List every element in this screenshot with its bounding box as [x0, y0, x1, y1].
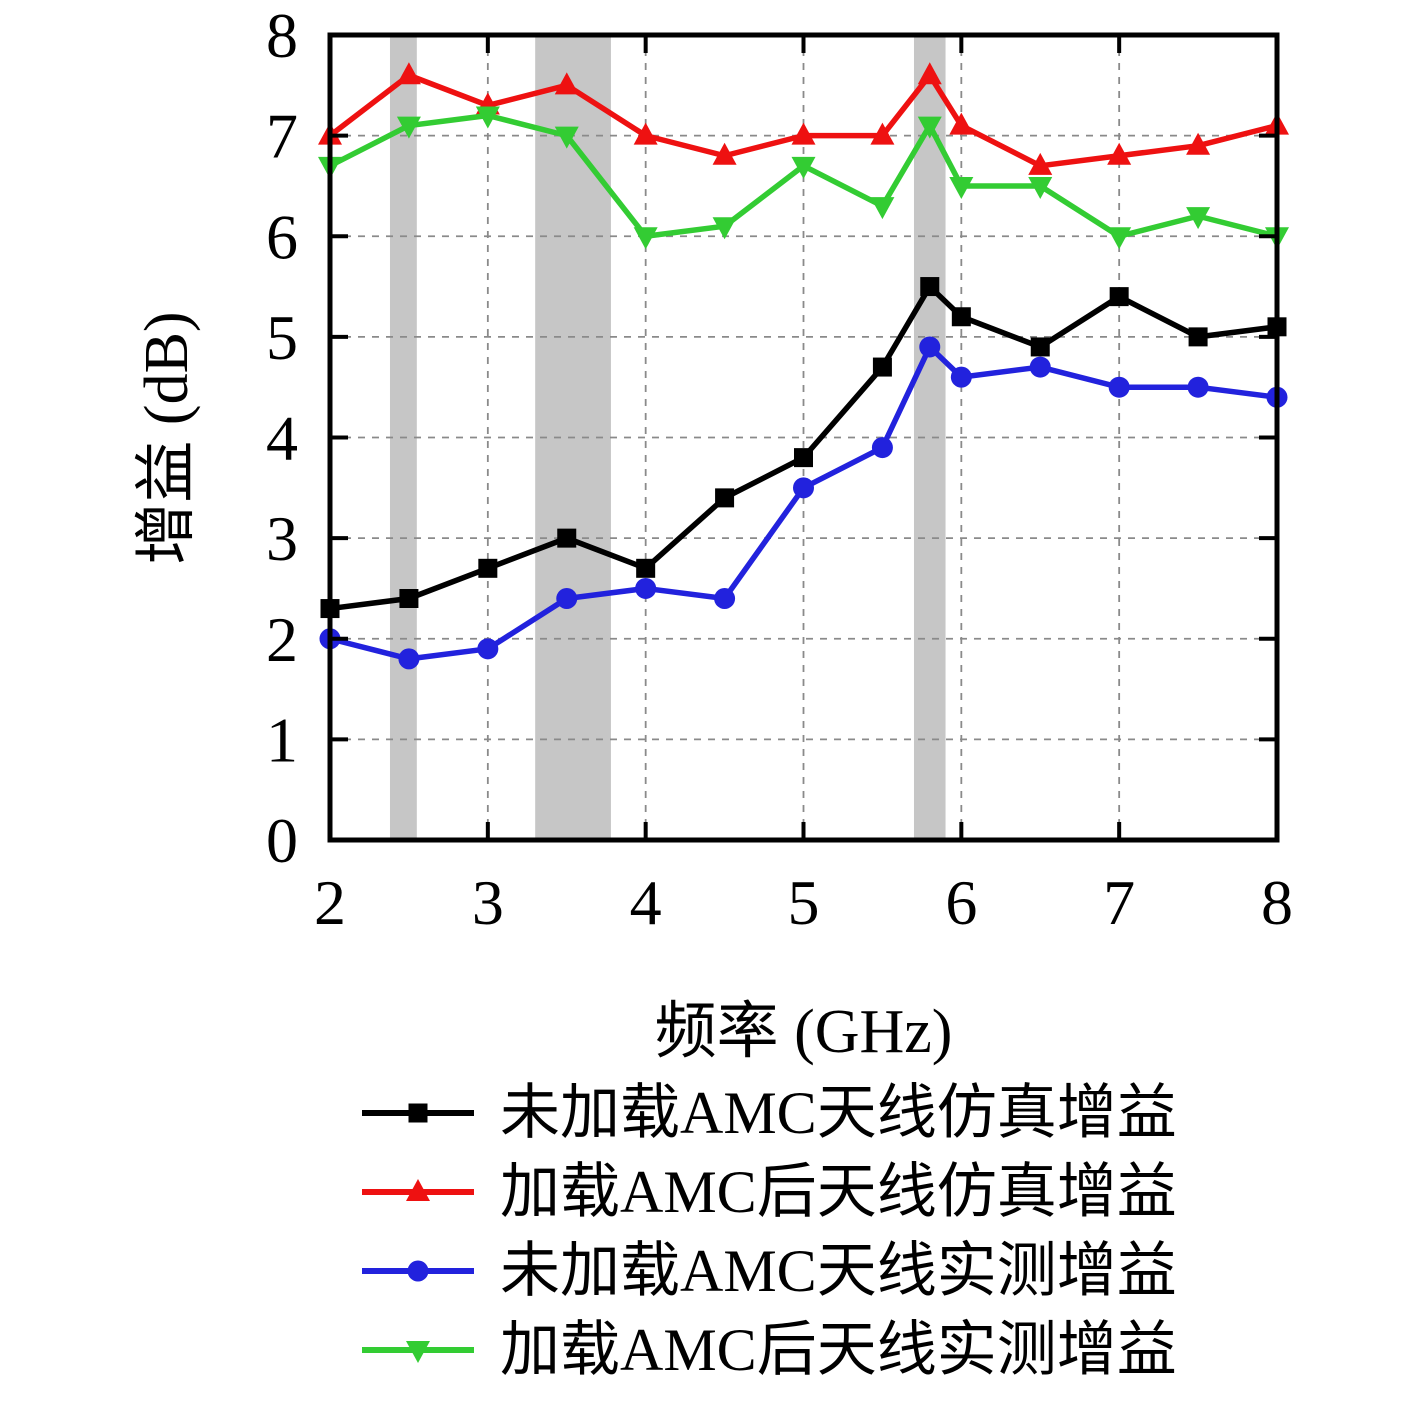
svg-text:4: 4	[630, 867, 662, 938]
x-axis-label: 频率 (GHz)	[654, 998, 953, 1066]
legend-label: 加载AMC后天线实测增益	[500, 1317, 1177, 1383]
legend-marker-red-triangle-up-icon	[362, 1179, 474, 1201]
svg-text:3: 3	[266, 503, 298, 574]
legend-label: 未加载AMC天线实测增益	[500, 1238, 1177, 1304]
svg-text:8: 8	[1261, 867, 1293, 938]
chart-legend: 未加载AMC天线仿真增益 加载AMC后天线仿真增益 未加载AMC天线实测增益 加…	[358, 1082, 1177, 1381]
chart-plot-area: 2 3 4 5 6 7 8 0 1 2 3 4 5 6 7 8	[266, 0, 1293, 938]
svg-text:0: 0	[266, 805, 298, 876]
legend-label: 加载AMC后天线仿真增益	[500, 1159, 1177, 1225]
legend-marker-green-triangle-down-icon	[362, 1341, 474, 1363]
y-axis-label: 增益 (dB)	[133, 311, 201, 565]
svg-text:8: 8	[266, 0, 298, 71]
svg-text:7: 7	[1103, 867, 1135, 938]
legend-label: 未加载AMC天线仿真增益	[500, 1080, 1177, 1146]
legend-item-meas-with-amc: 加载AMC后天线实测增益	[358, 1319, 1177, 1381]
svg-text:4: 4	[266, 403, 298, 474]
svg-text:6: 6	[266, 201, 298, 272]
svg-text:2: 2	[314, 867, 346, 938]
legend-item-meas-no-amc: 未加载AMC天线实测增益	[358, 1240, 1177, 1302]
svg-text:7: 7	[266, 101, 298, 172]
svg-text:3: 3	[472, 867, 504, 938]
svg-text:5: 5	[788, 867, 820, 938]
legend-item-sim-no-amc: 未加载AMC天线仿真增益	[358, 1082, 1177, 1144]
legend-item-sim-with-amc: 加载AMC后天线仿真增益	[358, 1161, 1177, 1223]
legend-marker-black-square-icon	[362, 1103, 474, 1123]
svg-text:1: 1	[266, 704, 298, 775]
svg-text:2: 2	[266, 604, 298, 675]
svg-text:5: 5	[266, 302, 298, 373]
svg-text:6: 6	[945, 867, 977, 938]
legend-marker-blue-circle-icon	[362, 1260, 474, 1282]
